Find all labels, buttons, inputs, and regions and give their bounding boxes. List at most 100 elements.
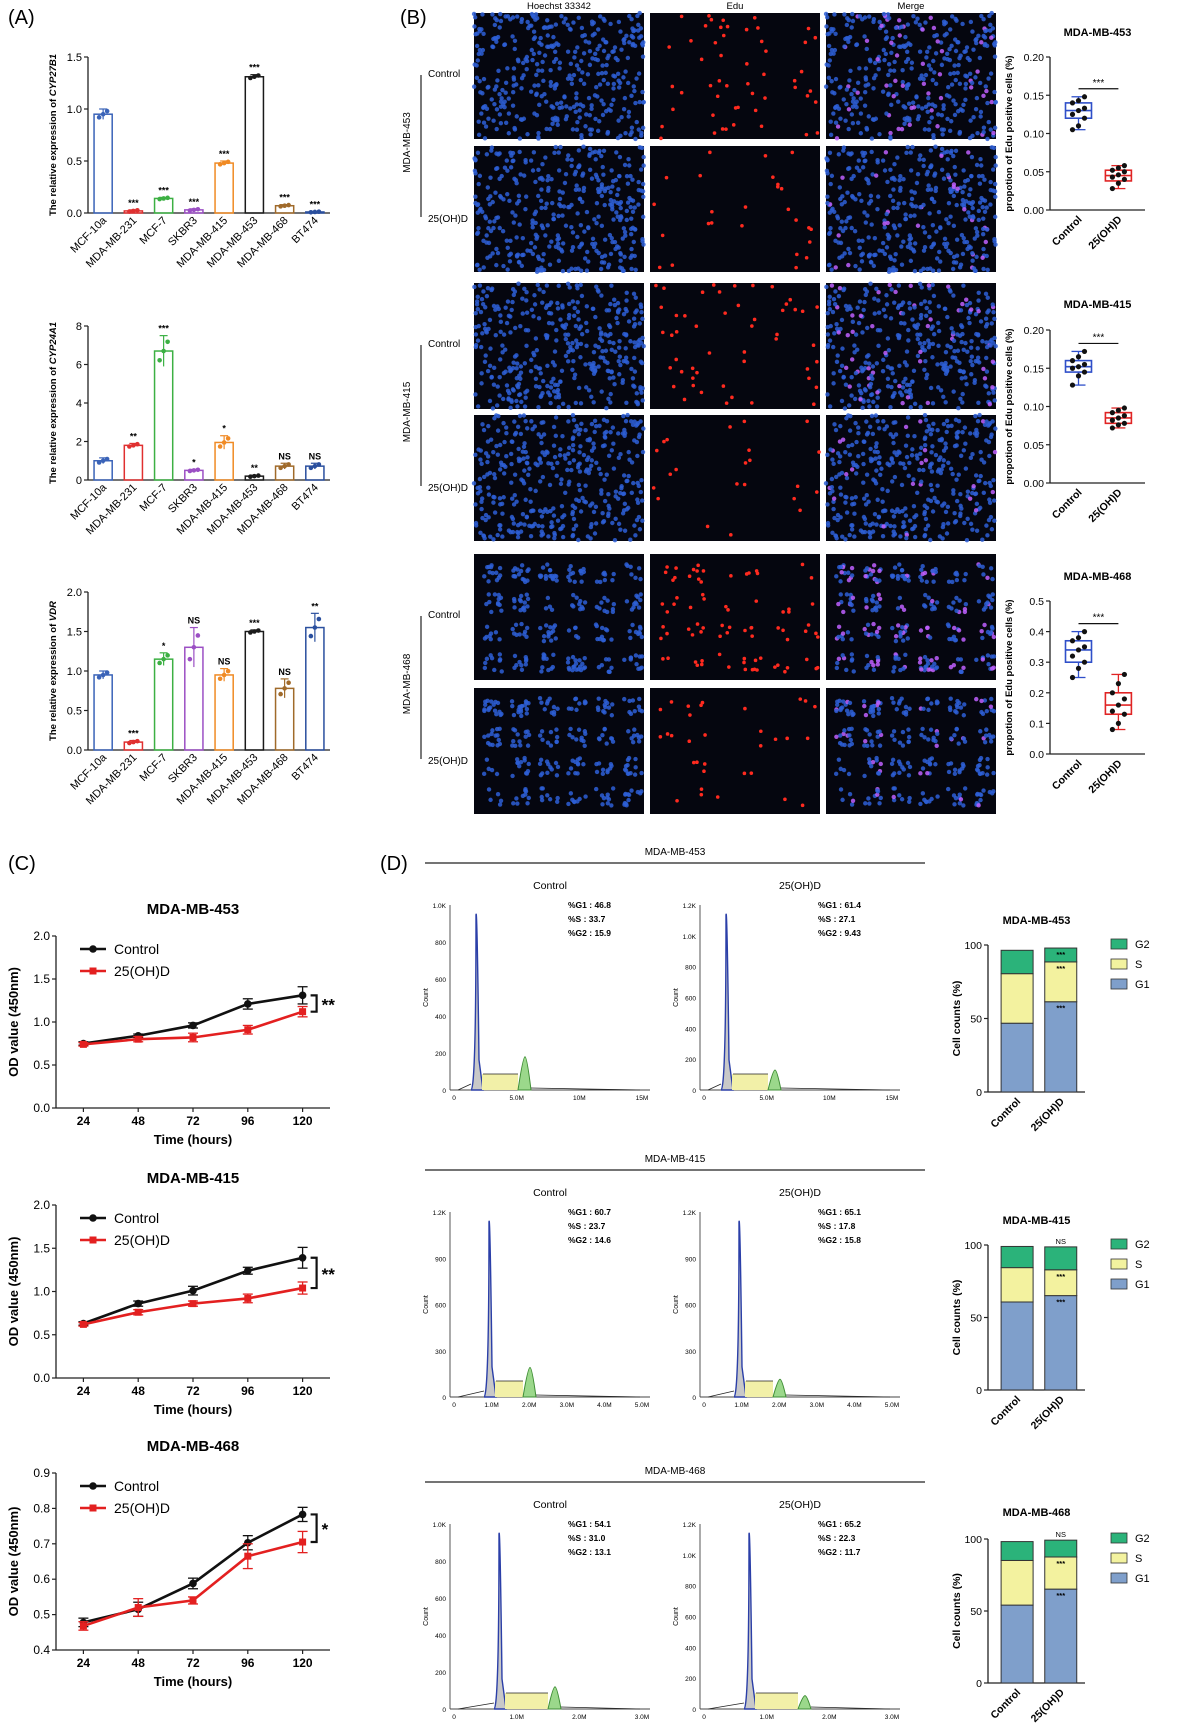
cell-nucleus — [895, 623, 901, 628]
cell-nucleus — [550, 121, 555, 127]
cell-nucleus — [609, 369, 614, 374]
cell-nucleus — [482, 574, 487, 579]
cell-nucleus — [607, 669, 612, 675]
cell-nucleus — [862, 387, 868, 392]
cell-nucleus — [867, 385, 873, 390]
x-tick-label: 48 — [132, 1656, 146, 1670]
cell-nucleus — [475, 230, 481, 235]
cell-nucleus — [947, 57, 953, 63]
cell-nucleus — [518, 172, 523, 177]
cell-nucleus — [581, 569, 587, 575]
cell-nucleus — [538, 625, 543, 631]
edu-positive-cell — [795, 252, 799, 257]
cell-nucleus — [578, 509, 584, 514]
cell-nucleus — [475, 150, 481, 155]
cell-nucleus — [547, 604, 553, 609]
cell-nucleus — [639, 145, 645, 151]
cell-nucleus — [978, 114, 983, 119]
cell-nucleus — [989, 432, 994, 437]
cell-nucleus — [615, 300, 621, 306]
cell-nucleus — [871, 621, 876, 627]
cell-nucleus — [949, 148, 954, 154]
cell-nucleus — [584, 328, 590, 334]
cell-nucleus — [952, 733, 957, 738]
cell-nucleus — [596, 696, 601, 701]
cell-nucleus — [479, 209, 485, 215]
cell-nucleus — [576, 482, 582, 488]
data-point — [1109, 708, 1115, 714]
cell-nucleus — [560, 213, 565, 218]
cell-nucleus — [877, 19, 882, 25]
cell-nucleus — [602, 727, 607, 732]
cell-nucleus — [901, 239, 906, 244]
cell-nucleus — [920, 564, 925, 569]
cell-nucleus — [954, 577, 960, 583]
cell-nucleus — [904, 532, 910, 538]
cell-nucleus — [857, 299, 863, 304]
cell-nucleus — [891, 94, 896, 99]
cell-nucleus — [532, 35, 538, 40]
cell-nucleus — [501, 495, 506, 500]
cell-nucleus — [546, 320, 552, 326]
cell-nucleus — [485, 439, 491, 444]
cell-nucleus — [948, 364, 953, 369]
cell-nucleus — [848, 737, 853, 743]
edu-positive-cell — [731, 123, 736, 127]
cell-nucleus — [952, 63, 957, 68]
cell-nucleus — [836, 634, 841, 640]
cell-nucleus — [936, 320, 941, 326]
cell-nucleus — [494, 107, 500, 112]
cell-nucleus — [520, 296, 525, 301]
cell-nucleus — [886, 15, 892, 21]
cell-nucleus — [933, 144, 938, 149]
cell-nucleus — [928, 317, 933, 322]
cell-nucleus — [593, 786, 599, 792]
data-point — [104, 108, 110, 114]
data-point — [135, 738, 140, 744]
cell-nucleus — [889, 733, 895, 738]
edu-positive-cell — [764, 49, 768, 53]
cell-nucleus — [601, 101, 606, 107]
cell-nucleus — [563, 336, 569, 342]
cell-nucleus — [974, 162, 980, 168]
edu-positive-cell — [807, 240, 812, 244]
cell-nucleus — [866, 662, 871, 668]
cell-nucleus — [954, 710, 959, 715]
cell-nucleus — [481, 31, 486, 36]
cell-nucleus — [897, 44, 902, 49]
cell-nucleus — [978, 505, 983, 511]
cell-nucleus — [857, 66, 862, 71]
edu-positive-cell — [691, 760, 696, 765]
cell-nucleus — [922, 245, 928, 250]
significance-label: *** — [128, 198, 139, 208]
cell-nucleus — [566, 656, 571, 661]
cell-nucleus — [600, 349, 605, 354]
data-point — [191, 645, 197, 650]
cell-nucleus — [545, 44, 550, 49]
cell-nucleus — [975, 792, 980, 797]
y-tick-label: 1.0 — [33, 1285, 50, 1299]
cell-nucleus — [992, 398, 997, 403]
cell-nucleus — [522, 758, 527, 763]
cell-nucleus — [581, 452, 587, 458]
data-point — [1109, 690, 1115, 696]
cell-nucleus — [479, 344, 484, 350]
cell-nucleus — [903, 34, 908, 40]
cell-nucleus — [626, 729, 631, 734]
cell-nucleus — [494, 771, 500, 777]
cell-nucleus — [523, 390, 528, 395]
cell-nucleus — [908, 283, 913, 289]
edu-positive-cell — [740, 223, 744, 228]
cell-nucleus — [921, 163, 926, 169]
cell-nucleus — [943, 400, 948, 405]
data-point — [282, 463, 287, 469]
cell-nucleus — [836, 330, 841, 335]
cell-nucleus — [849, 393, 854, 398]
cell-nucleus — [986, 308, 991, 313]
cell-nucleus — [840, 228, 846, 234]
cell-nucleus — [566, 204, 571, 210]
cell-nucleus — [849, 112, 855, 117]
cell-nucleus — [991, 734, 996, 739]
cell-nucleus — [612, 382, 617, 387]
